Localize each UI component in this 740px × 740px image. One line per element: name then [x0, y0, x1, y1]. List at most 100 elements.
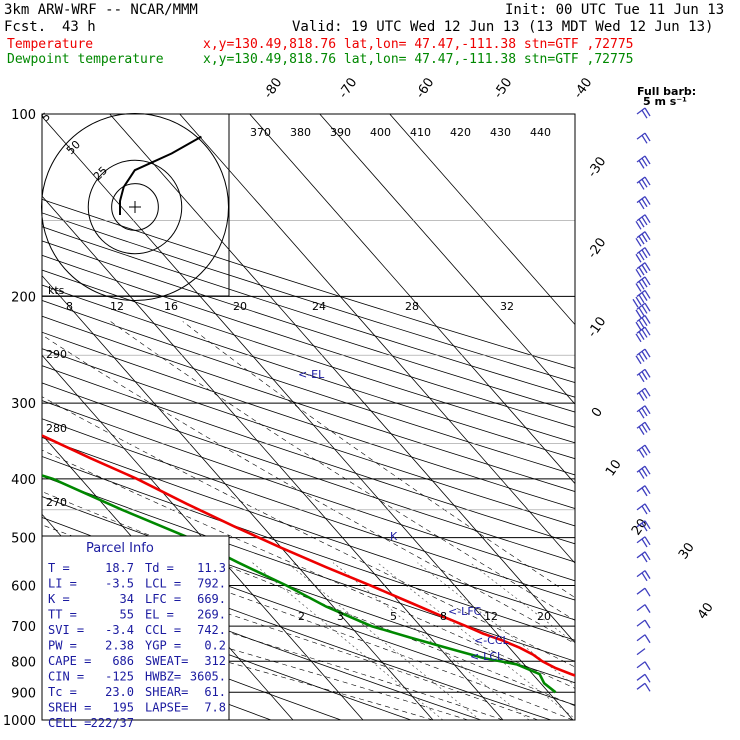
parcel-row-label: CIN =	[48, 670, 84, 684]
parcel-row-label: LI =	[48, 577, 77, 591]
dewpoint-location: x,y=130.49,818.76 lat,lon= 47.47,-111.38…	[203, 52, 633, 67]
parcel-row-label: LCL =	[145, 577, 181, 591]
mixing-ratio-label-low: 3	[337, 610, 344, 623]
wind-barb	[636, 387, 651, 401]
theta-label: 400	[370, 126, 391, 139]
isotherm-label: -30	[585, 154, 609, 180]
wind-barb	[636, 551, 651, 563]
isotherm-line	[42, 195, 504, 720]
parcel-row-label: CAPE =	[48, 654, 91, 668]
parcel-row-value: 269.	[197, 608, 226, 622]
mixing-ratio-line	[286, 562, 481, 720]
mixing-ratio-label: 20	[233, 300, 247, 313]
moist-adiabat-label: 270	[46, 496, 67, 509]
mixing-ratio-label-low: 20	[537, 610, 551, 623]
isotherm-label: -50	[491, 75, 515, 101]
parcel-row-value: -125	[105, 670, 134, 684]
parcel-row-label: CCL =	[145, 623, 181, 637]
hodograph-trace	[119, 135, 202, 215]
wind-barb	[635, 314, 651, 331]
wind-barb	[636, 587, 651, 597]
isotherm-label: 0	[589, 405, 606, 420]
isotherm-label: 20	[629, 516, 651, 538]
wind-barb	[636, 107, 651, 119]
temperature-profile	[42, 434, 575, 677]
isotherm-label: -70	[336, 75, 360, 101]
parcel-info-panel: Parcel Info T = 18.7 Td = 11.3 LI = -3.5 LCL =…	[41, 535, 230, 730]
mixing-ratio-label: 28	[405, 300, 419, 313]
parcel-row-label: PW =	[48, 639, 77, 653]
wind-barb	[636, 619, 651, 629]
parcel-row-label: YGP =	[145, 639, 181, 653]
moist-adiabat-label: 290	[46, 348, 67, 361]
wind-barb	[636, 634, 651, 644]
wind-barb	[632, 289, 651, 308]
temperature-legend: Temperature	[7, 37, 93, 52]
isotherm-label: -20	[585, 235, 609, 261]
wind-barb	[636, 405, 651, 419]
theta-label: 440	[530, 126, 551, 139]
dry-adiabat-line	[42, 456, 575, 641]
wind-barb	[636, 465, 651, 479]
parcel-row-value: 195	[112, 701, 134, 715]
parcel-row-value: 742.	[197, 623, 226, 637]
parcel-row-value: 669.	[197, 592, 226, 606]
profiles-layer	[42, 434, 575, 694]
wind-barb	[636, 503, 651, 515]
parcel-row-value: 2.38	[105, 639, 134, 653]
temperature-location: x,y=130.49,818.76 lat,lon= 47.47,-111.38…	[203, 37, 633, 52]
wind-barb	[636, 604, 651, 613]
isotherm-line	[42, 115, 574, 720]
wind-barb	[635, 262, 651, 278]
mixing-ratio-label: 16	[164, 300, 178, 313]
hodograph-ring	[111, 183, 159, 231]
mixing-ratio-label-low: 2	[298, 610, 305, 623]
parcel-row-label: Tc =	[48, 685, 77, 699]
mixing-ratio-line	[252, 562, 444, 720]
wind-barb	[635, 348, 651, 365]
wind-barb	[636, 196, 651, 210]
isotherm-label: 10	[603, 457, 625, 479]
hodograph-ring	[41, 113, 229, 301]
isotherm-label: -10	[585, 314, 609, 340]
parcel-row-value: 61.	[204, 685, 226, 699]
moist-adiabat-line	[42, 491, 575, 707]
isotherm-line	[249, 114, 575, 485]
parcel-level-annotation: <-CCL	[474, 634, 510, 647]
pressure-tick-label: 500	[11, 532, 36, 547]
theta-label: 390	[330, 126, 351, 139]
dry-adiabat-line	[42, 400, 575, 582]
mixing-ratio-label: 32	[500, 300, 514, 313]
hodograph-units: kts	[48, 284, 65, 297]
wind-barb	[636, 132, 651, 144]
pressure-tick-label: 600	[11, 580, 36, 595]
wind-barb	[636, 682, 651, 692]
parcel-row-label: SVI =	[48, 623, 84, 637]
init-time: Init: 00 UTC Tue 11 Jun 13	[505, 2, 724, 18]
valid-time: Valid: 19 UTC Wed 12 Jun 13 (13 MDT Wed …	[292, 19, 713, 35]
parcel-level-annotation: <-LCL	[470, 650, 504, 663]
isotherm-label: -40	[571, 75, 595, 101]
hodograph-ring	[87, 159, 183, 255]
parcel-row-value: 0.2	[204, 639, 226, 653]
wind-barb	[636, 648, 646, 656]
isotherm-label: 30	[676, 540, 698, 562]
parcel-row-label: CELL =	[48, 716, 91, 730]
dewpoint-legend: Dewpoint temperature	[7, 52, 164, 67]
isotherm-label: 40	[695, 600, 717, 622]
hodograph-ring-label: 25	[91, 164, 110, 183]
pressure-tick-label: 900	[11, 686, 36, 701]
parcel-row-label: T =	[48, 561, 70, 575]
parcel-row-label: SHEAR=	[145, 685, 188, 699]
moist-adiabat-line	[42, 551, 539, 720]
model-title: 3km ARW-WRF -- NCAR/MMM	[4, 2, 198, 18]
pressure-tick-label: 200	[11, 290, 36, 305]
mixing-ratio-label: 24	[312, 300, 326, 313]
wind-barb	[635, 326, 651, 343]
plot-frame	[41, 113, 576, 721]
parcel-row-value: 312	[204, 654, 226, 668]
mixing-ratio-line	[417, 562, 575, 687]
dry-adiabat-line	[42, 475, 575, 662]
parcel-row-value: 7.8	[204, 701, 226, 715]
mixing-ratio-label-low: 12	[484, 610, 498, 623]
